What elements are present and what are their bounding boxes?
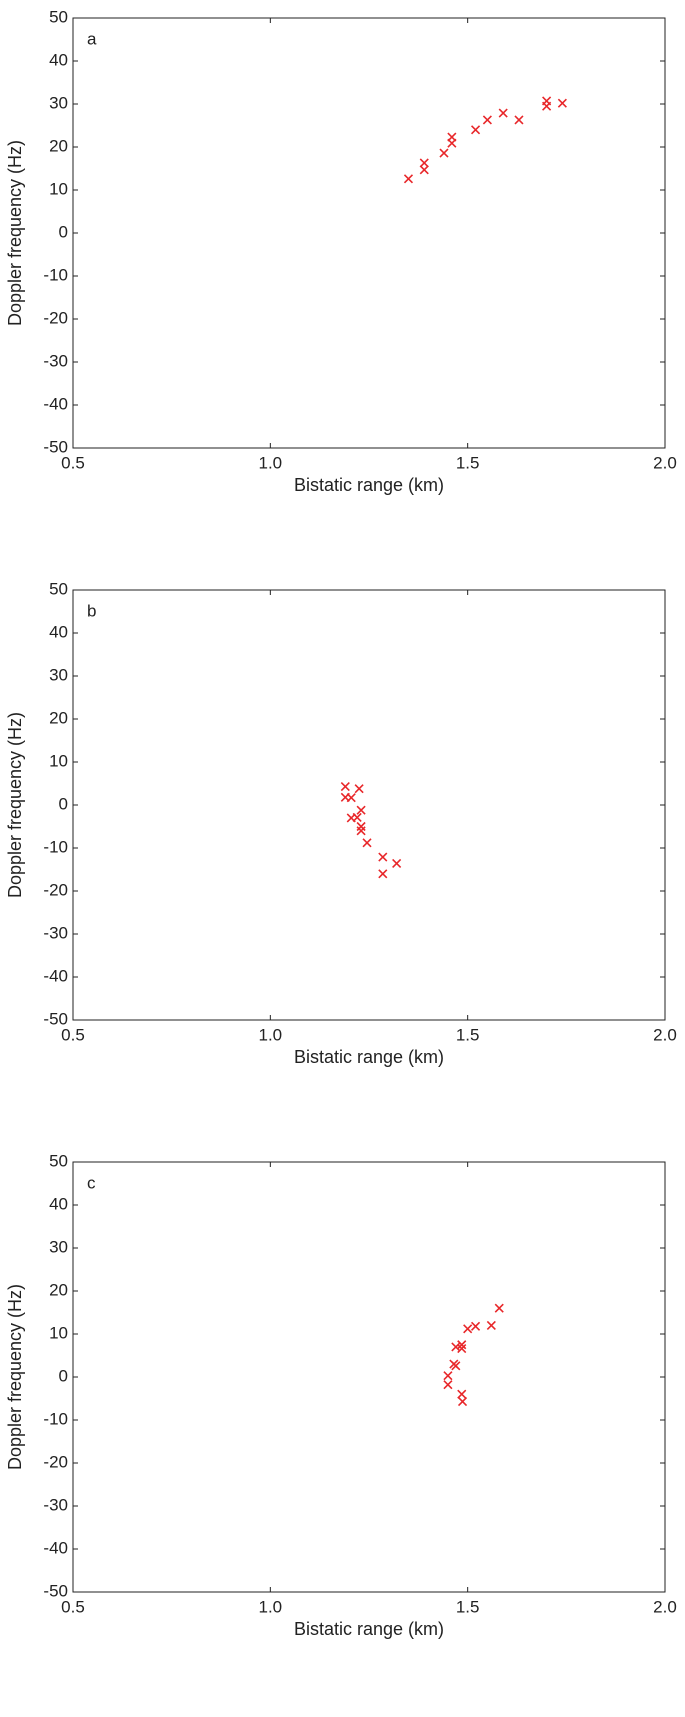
panel-label: c [87, 1173, 96, 1192]
data-point [352, 812, 362, 823]
y-tick-label: -20 [43, 308, 68, 327]
y-tick-label: -10 [43, 265, 68, 284]
y-tick-label: 0 [59, 1366, 68, 1385]
data-point [356, 805, 366, 815]
data-point [557, 98, 567, 108]
data-point [419, 165, 429, 175]
x-tick-label: 0.5 [61, 1025, 85, 1044]
data-point [362, 838, 372, 848]
y-tick-label: -50 [43, 1009, 68, 1028]
data-point [482, 115, 492, 125]
x-axis-label: Bistatic range (km) [294, 1047, 444, 1067]
plot-frame [72, 17, 666, 449]
data-point [340, 781, 350, 792]
data-point [356, 826, 366, 836]
data-point [439, 148, 449, 158]
data-point [346, 793, 356, 803]
y-tick-label: 10 [49, 751, 68, 770]
y-axis-label: Doppler frequency (Hz) [5, 1284, 25, 1470]
x-tick-label: 0.5 [61, 453, 85, 472]
y-tick-label: 30 [49, 665, 68, 684]
data-point [403, 174, 414, 184]
data-point [419, 158, 429, 168]
y-axis-label: Doppler frequency (Hz) [5, 140, 25, 326]
x-tick-label: 2.0 [653, 453, 677, 472]
y-tick-label: 10 [49, 1323, 68, 1342]
x-tick-label: 1.5 [456, 1025, 480, 1044]
data-point [498, 108, 508, 118]
y-tick-label: -30 [43, 351, 68, 370]
y-tick-label: 20 [49, 708, 68, 727]
y-tick-label: -30 [43, 923, 68, 942]
data-point [378, 852, 388, 862]
y-tick-label: -40 [43, 966, 68, 985]
x-tick-label: 1.0 [259, 1597, 283, 1616]
data-point [514, 115, 524, 125]
y-tick-label: -10 [43, 837, 68, 856]
y-tick-label: 50 [49, 7, 68, 26]
y-tick-label: 40 [49, 1194, 68, 1213]
x-axis-label: Bistatic range (km) [294, 1619, 444, 1639]
y-tick-label: -50 [43, 1581, 68, 1600]
data-point [451, 1342, 461, 1352]
y-tick-label: 30 [49, 1237, 68, 1256]
data-point [457, 1396, 468, 1407]
x-tick-label: 2.0 [653, 1025, 677, 1044]
y-tick-label: -20 [43, 1452, 68, 1471]
data-point [451, 1361, 461, 1371]
y-tick-label: -40 [43, 1538, 68, 1557]
y-tick-label: -20 [43, 880, 68, 899]
x-tick-label: 1.0 [259, 1025, 283, 1044]
panel-label: b [87, 601, 96, 620]
data-point [443, 1380, 453, 1390]
y-tick-label: -40 [43, 394, 68, 413]
y-tick-label: 0 [59, 222, 68, 241]
x-tick-label: 1.5 [456, 453, 480, 472]
y-tick-label: 50 [49, 579, 68, 598]
y-tick-label: 10 [49, 179, 68, 198]
data-point [354, 784, 364, 794]
y-tick-label: -10 [43, 1409, 68, 1428]
y-tick-label: 20 [49, 1280, 68, 1299]
data-point [542, 101, 552, 111]
data-point [443, 1371, 453, 1381]
x-tick-label: 1.5 [456, 1597, 480, 1616]
y-tick-label: 20 [49, 136, 68, 155]
plot-frame [72, 589, 666, 1021]
data-point [378, 869, 388, 879]
y-tick-label: -50 [43, 437, 68, 456]
data-point [392, 858, 402, 869]
x-tick-label: 2.0 [653, 1597, 677, 1616]
data-point [457, 1340, 467, 1350]
x-axis-label: Bistatic range (km) [294, 475, 444, 495]
data-point [470, 1321, 481, 1331]
y-tick-label: 30 [49, 93, 68, 112]
data-point [494, 1303, 504, 1313]
x-tick-label: 0.5 [61, 1597, 85, 1616]
y-tick-label: 50 [49, 1151, 68, 1170]
data-point [486, 1320, 496, 1330]
x-tick-label: 1.0 [259, 453, 283, 472]
y-tick-label: 40 [49, 50, 68, 69]
y-tick-label: 0 [59, 794, 68, 813]
data-point [470, 125, 481, 135]
data-point [356, 821, 366, 832]
y-axis-label: Doppler frequency (Hz) [5, 712, 25, 898]
data-point [457, 1389, 467, 1399]
y-tick-label: -30 [43, 1495, 68, 1514]
data-point [457, 1344, 467, 1354]
plot-frame [72, 1161, 666, 1593]
data-point [447, 138, 457, 148]
y-tick-label: 40 [49, 622, 68, 641]
panel-label: a [87, 29, 97, 48]
data-point [463, 1324, 473, 1334]
